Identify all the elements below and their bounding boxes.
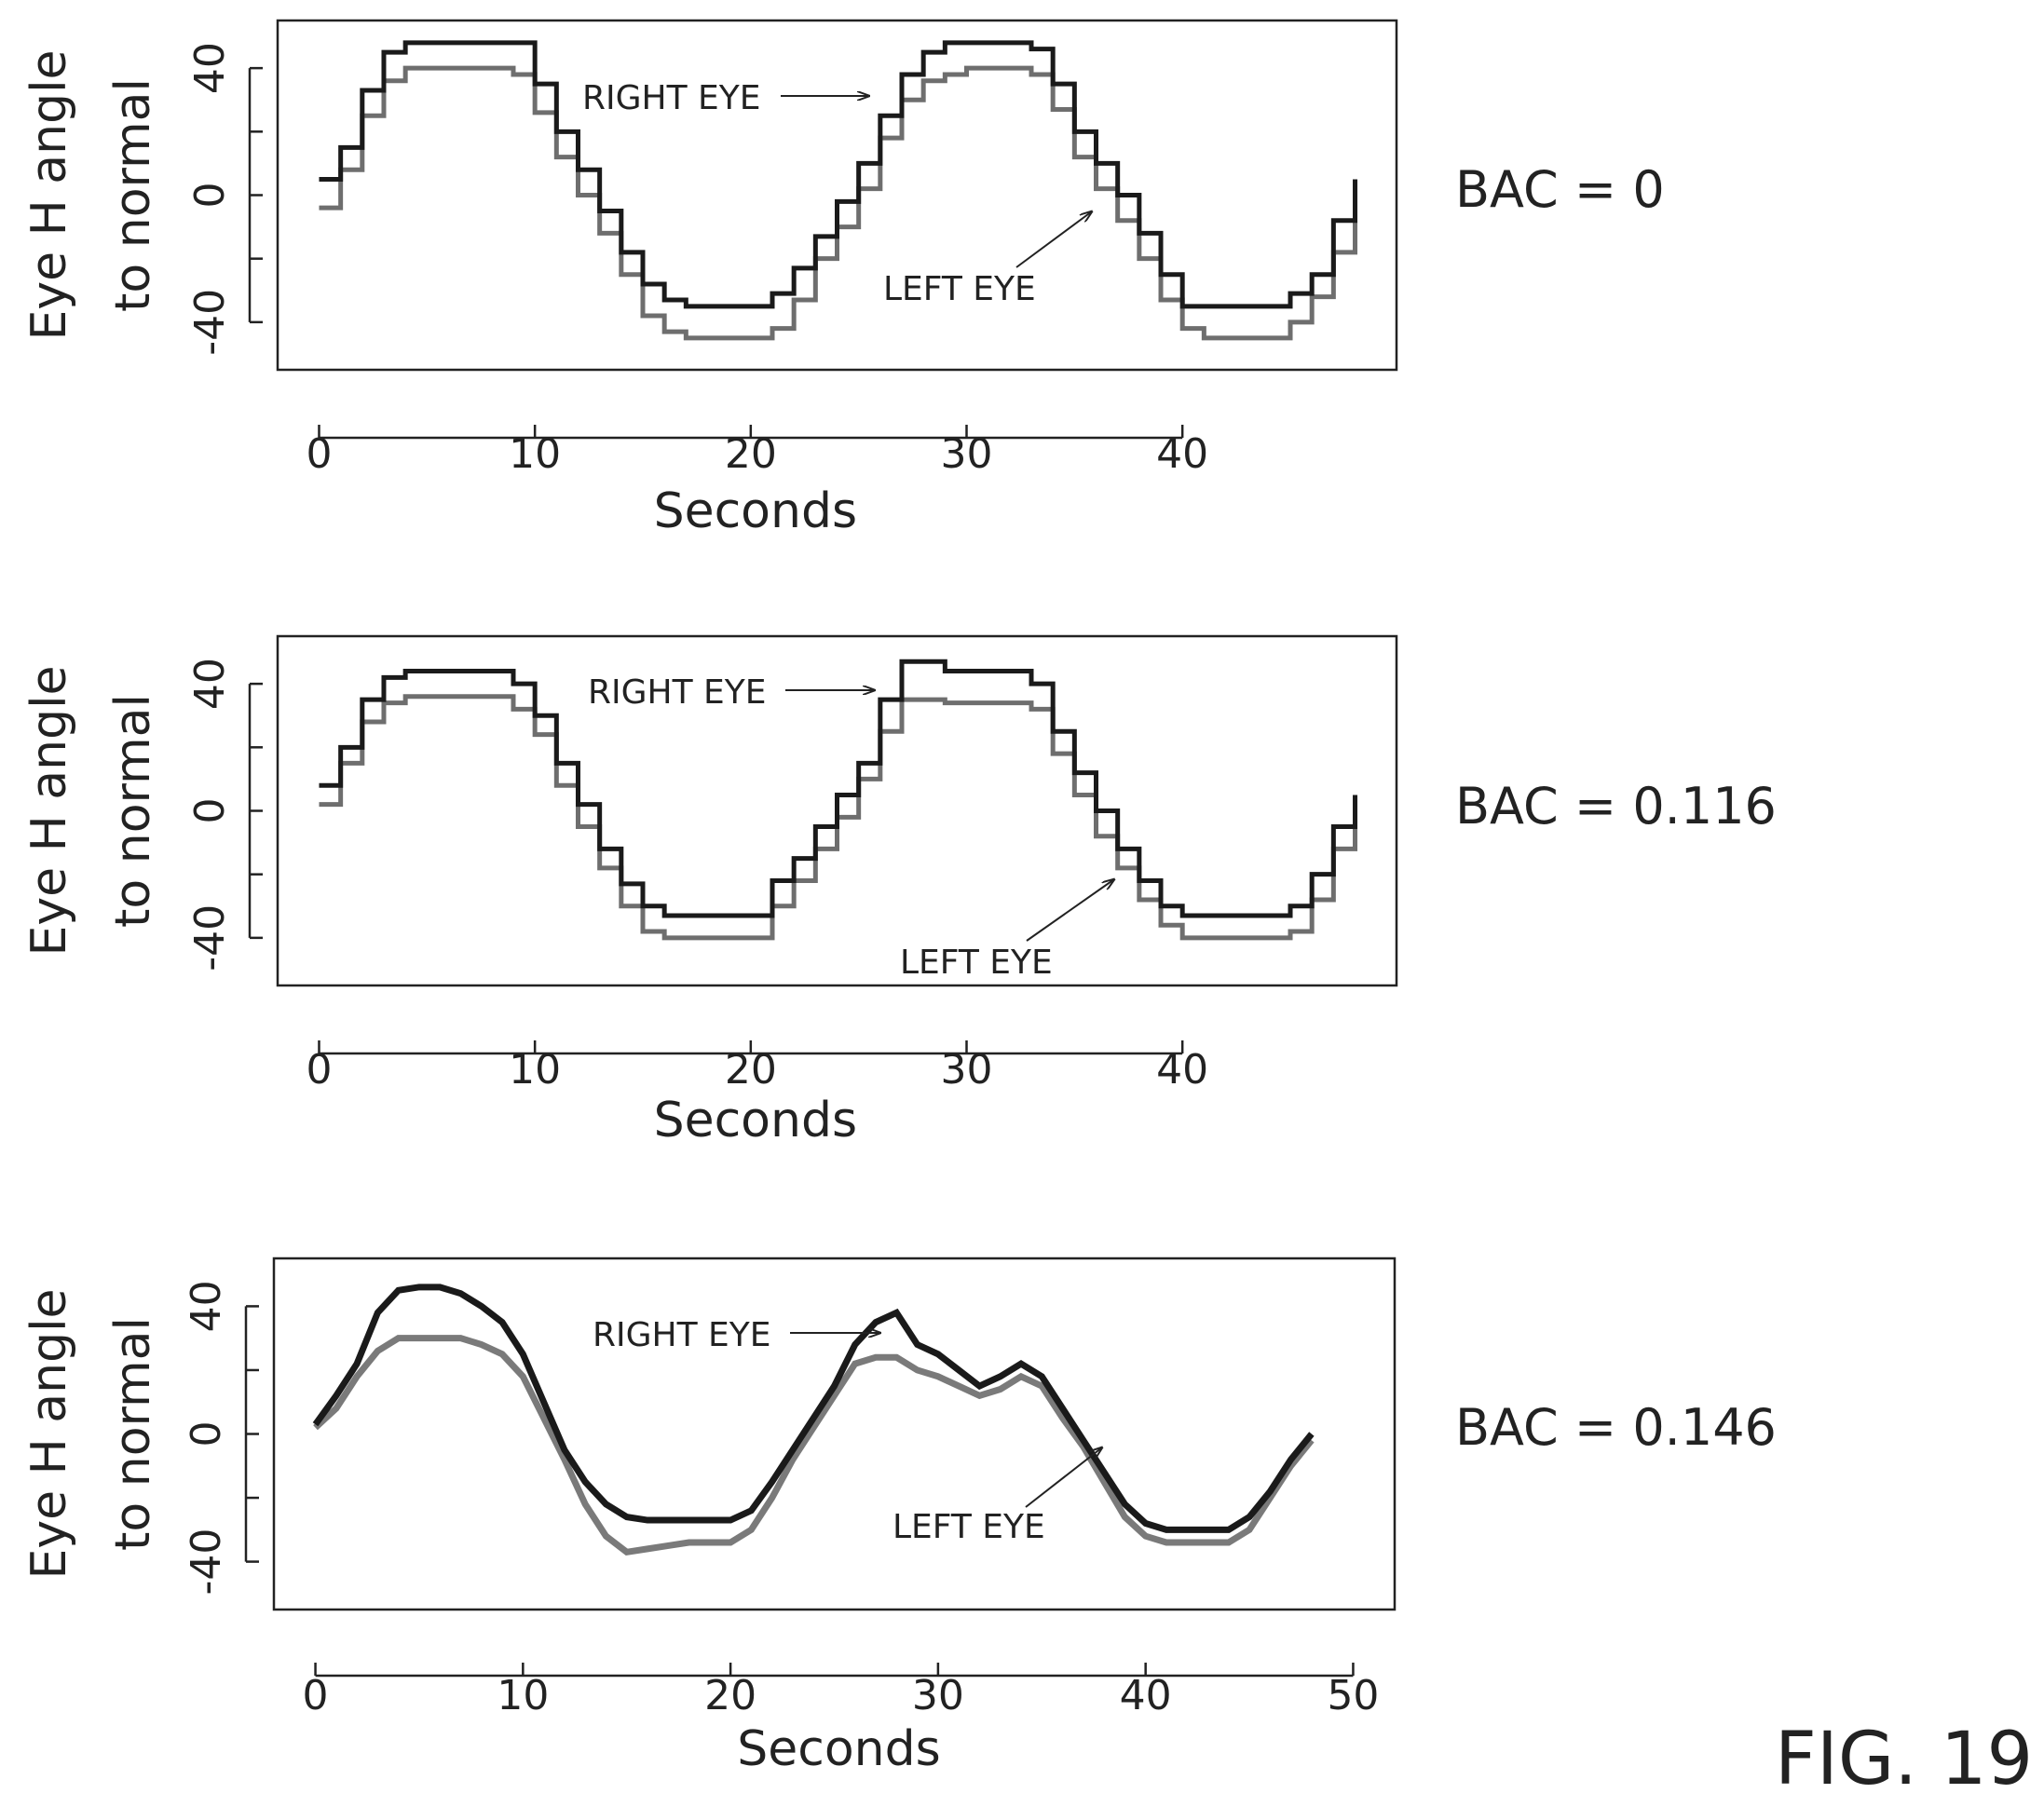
series-line-left-eye: [313, 1335, 1315, 1556]
plot-frame: [276, 634, 1398, 987]
figure-label: FIG. 19: [1775, 1718, 2033, 1801]
series-line-right-eye: [319, 40, 1358, 309]
annotation-right-eye: RIGHT EYE: [588, 673, 767, 712]
y-tick-label: 0: [186, 183, 234, 209]
y-axis-label-line-2: to normal: [105, 78, 161, 312]
x-tick-label: 20: [725, 430, 777, 478]
x-tick-label: 10: [497, 1672, 549, 1719]
x-tick-label: 30: [912, 1672, 964, 1719]
y-tick-label: 0: [183, 1421, 230, 1447]
series-line-right-eye: [319, 659, 1358, 918]
x-tick-label: 30: [941, 1046, 993, 1094]
annotation-left-eye: LEFT EYE: [900, 944, 1053, 982]
x-tick-label: 40: [1120, 1672, 1172, 1719]
y-tick-label: -40: [183, 1528, 230, 1596]
y-axis-label-line-2: to normal: [105, 694, 161, 928]
y-tick-label: -40: [186, 904, 234, 971]
chart-panel-3: 0 10 20 30 40 50 Seconds -40 0 40 Eye H angle to no…: [21, 1257, 1777, 1777]
plot-frame: [276, 19, 1398, 372]
x-tick-label: 0: [303, 1672, 329, 1719]
annotation-arrow-left-eye: [1015, 211, 1092, 268]
y-tick-label: 40: [183, 1280, 230, 1332]
annotation-left-eye: LEFT EYE: [893, 1508, 1045, 1546]
annotation-left-eye: LEFT EYE: [883, 270, 1036, 308]
y-tick-label: 0: [186, 798, 234, 824]
series-line-right-eye: [312, 1284, 1315, 1533]
annotation-arrow-left-eye: [1025, 1447, 1102, 1508]
x-tick-label: 10: [509, 1046, 561, 1094]
bac-label: BAC = 0: [1455, 160, 1665, 219]
y-tick-label: -40: [186, 289, 234, 356]
x-axis-label: Seconds: [654, 1093, 857, 1148]
y-axis-label-line-1: Eye H angle: [21, 49, 77, 340]
bac-label: BAC = 0.116: [1455, 777, 1777, 836]
x-axis-label: Seconds: [654, 483, 857, 539]
bac-label: BAC = 0.146: [1455, 1398, 1777, 1457]
x-tick-label: 10: [509, 430, 561, 478]
y-tick-label: 40: [186, 658, 234, 710]
x-tick-label: 40: [1156, 430, 1208, 478]
y-axis-label-line-2: to normal: [105, 1317, 161, 1551]
x-axis-label: Seconds: [737, 1721, 940, 1777]
annotation-right-eye: RIGHT EYE: [582, 79, 761, 117]
annotation-right-eye: RIGHT EYE: [593, 1316, 771, 1354]
x-tick-label: 20: [725, 1046, 777, 1094]
annotation-arrow-left-eye: [1026, 879, 1114, 942]
y-axis-label-line-1: Eye H angle: [21, 1288, 77, 1579]
x-tick-label: 20: [704, 1672, 756, 1719]
x-tick-label: 0: [306, 430, 332, 478]
chart-panel-1: 0 10 20 30 40 Seconds -40 0 40 Eye H angle to norm…: [21, 19, 1665, 539]
x-tick-label: 0: [306, 1046, 332, 1094]
y-tick-label: 40: [186, 42, 234, 94]
x-tick-label: 40: [1156, 1046, 1208, 1094]
y-axis-label-line-1: Eye H angle: [21, 665, 77, 956]
chart-panel-2: 0 10 20 30 40 Seconds -40 0 40 Eye H angle to norm…: [21, 634, 1777, 1148]
x-tick-label: 50: [1327, 1672, 1379, 1719]
x-tick-label: 30: [941, 430, 993, 478]
plot-frame: [272, 1257, 1397, 1611]
